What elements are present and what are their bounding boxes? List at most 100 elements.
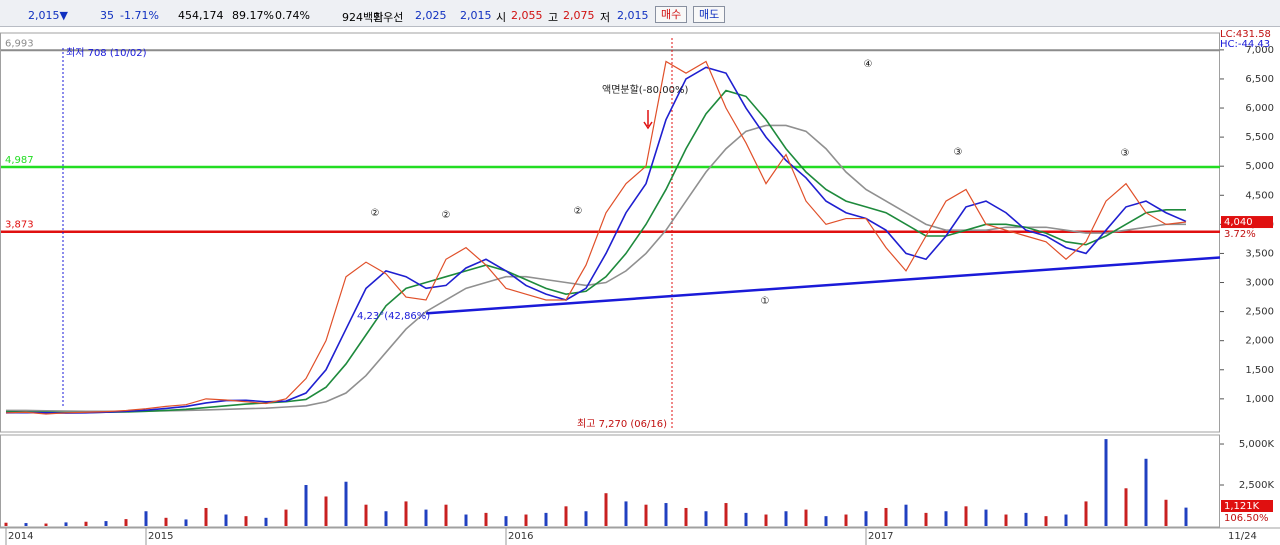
toolbar-item: 2,015▼ xyxy=(28,9,68,22)
y-tick-label: 5,000 xyxy=(1245,161,1274,172)
volume-bar xyxy=(164,517,168,526)
volume-bar xyxy=(884,507,888,526)
volume-bar xyxy=(624,501,628,526)
split-label: 액면분할(-80.00%) xyxy=(602,84,688,96)
chart: 1,0001,5002,0002,5003,0003,5004,0004,500… xyxy=(0,29,1280,545)
split-arrow xyxy=(643,110,653,130)
volume-bar xyxy=(1164,499,1168,526)
volume-bar xyxy=(944,511,948,526)
volume-panel xyxy=(0,434,1220,528)
price-line xyxy=(6,124,1186,413)
trade-button[interactable]: 매수 xyxy=(655,6,688,23)
y-tick-label: 2,000 xyxy=(1245,336,1274,347)
volume-bar xyxy=(704,511,708,526)
volume-bar xyxy=(544,512,548,526)
volume-bar xyxy=(4,522,8,526)
volume-bar xyxy=(684,507,688,526)
price-tag xyxy=(1221,216,1273,229)
wave-marker: ① xyxy=(761,296,770,307)
y-tick-label: 6,000 xyxy=(1245,103,1274,114)
price-tag-label: 4,040 xyxy=(1224,217,1253,228)
wave-marker: ④ xyxy=(864,59,873,70)
y-tick-label: 5,500 xyxy=(1245,132,1274,143)
volume-bar xyxy=(1064,514,1068,526)
y-tick-label: 1,500 xyxy=(1245,365,1274,376)
volume-bar xyxy=(1144,458,1148,526)
wave-marker: ③ xyxy=(954,147,963,158)
y-tick-label: 7,000 xyxy=(1245,45,1274,56)
y-tick-label: 4,500 xyxy=(1245,190,1274,201)
volume-bar xyxy=(144,511,148,526)
price-line xyxy=(5,89,1186,414)
wave-marker: ③ xyxy=(1121,148,1130,159)
volume-bar xyxy=(984,509,988,526)
volume-bar xyxy=(64,522,68,526)
toolbar-item: 35 xyxy=(100,9,114,22)
volume-bar xyxy=(44,523,48,526)
price-line xyxy=(5,66,1187,414)
volume-bar xyxy=(784,511,788,526)
volume-tag xyxy=(1221,500,1273,512)
y-tick-label: 2,500K xyxy=(1239,480,1275,491)
level-label: 6,993 xyxy=(5,38,34,49)
volume-bar xyxy=(924,512,928,526)
hc-label: HC:-44.43 xyxy=(1220,39,1270,50)
x-tick-label: 2016 xyxy=(508,531,533,542)
volume-tag-label: 1,121K xyxy=(1224,501,1260,512)
volume-bar xyxy=(1084,501,1088,526)
volume-bar xyxy=(864,511,868,526)
x-end-label: 11/24 xyxy=(1228,531,1257,542)
volume-bar xyxy=(604,493,608,526)
volume-bar xyxy=(464,514,468,526)
x-tick-label: 2014 xyxy=(8,531,33,542)
trendline xyxy=(425,256,1221,315)
x-tick-label: 2017 xyxy=(868,531,893,542)
volume-bar xyxy=(124,519,128,526)
toolbar-item: 최우선 xyxy=(373,11,404,24)
level-label: 3,873 xyxy=(5,220,34,231)
toolbar-item: 454,174 xyxy=(178,9,224,22)
toolbar-item: 2,015 xyxy=(617,9,649,22)
volume-bar xyxy=(1024,512,1028,526)
volume-bar xyxy=(904,504,908,526)
volume-bar xyxy=(184,519,188,526)
lc-label: LC:431.58 xyxy=(1220,29,1271,40)
toolbar-item: 고 xyxy=(548,11,559,24)
wave-marker: ② xyxy=(371,208,380,219)
toolbar-item: 2,055 xyxy=(511,9,543,22)
volume-bar xyxy=(384,511,388,526)
low-label: 최저 708 (10/02) xyxy=(66,47,147,59)
volume-bar xyxy=(404,501,408,526)
high-label: 최고 7,270 (06/16) xyxy=(577,418,667,430)
volume-bar xyxy=(664,503,668,526)
volume-bar xyxy=(1184,507,1188,526)
volume-bar xyxy=(964,506,968,526)
level-label: 4,987 xyxy=(5,155,34,166)
toolbar-item: 2,025 xyxy=(415,9,447,22)
volume-bar xyxy=(204,507,208,526)
volume-change: 106.50% xyxy=(1224,513,1269,524)
volume-bar xyxy=(244,516,248,526)
toolbar-item: 89.17% xyxy=(232,9,274,22)
wave-marker: ② xyxy=(574,206,583,217)
trade-button[interactable]: 매도 xyxy=(693,6,726,23)
volume-bar xyxy=(564,506,568,526)
volume-bar xyxy=(24,523,28,526)
volume-bar xyxy=(1104,439,1108,526)
toolbar-item: 2,075 xyxy=(563,9,595,22)
volume-bar xyxy=(804,509,808,526)
toolbar: 2,015▼ 35 -1.71% 454,174 89.17% 0.74% 924백만 최우선… xyxy=(0,0,1280,27)
x-tick-label: 2015 xyxy=(148,531,173,542)
y-tick-label: 3,000 xyxy=(1245,278,1274,289)
price-line xyxy=(5,60,1187,415)
volume-bar xyxy=(644,504,648,526)
volume-bar xyxy=(284,509,288,526)
volume-bar xyxy=(724,503,728,526)
volume-bar xyxy=(844,514,848,526)
volume-bar xyxy=(444,504,448,526)
volume-bar xyxy=(1004,514,1008,526)
y-tick-label: 1,000 xyxy=(1245,394,1274,405)
toolbar-item: 저 xyxy=(600,11,611,24)
volume-bar xyxy=(104,521,108,526)
toolbar-item: 924백만 xyxy=(342,11,384,24)
